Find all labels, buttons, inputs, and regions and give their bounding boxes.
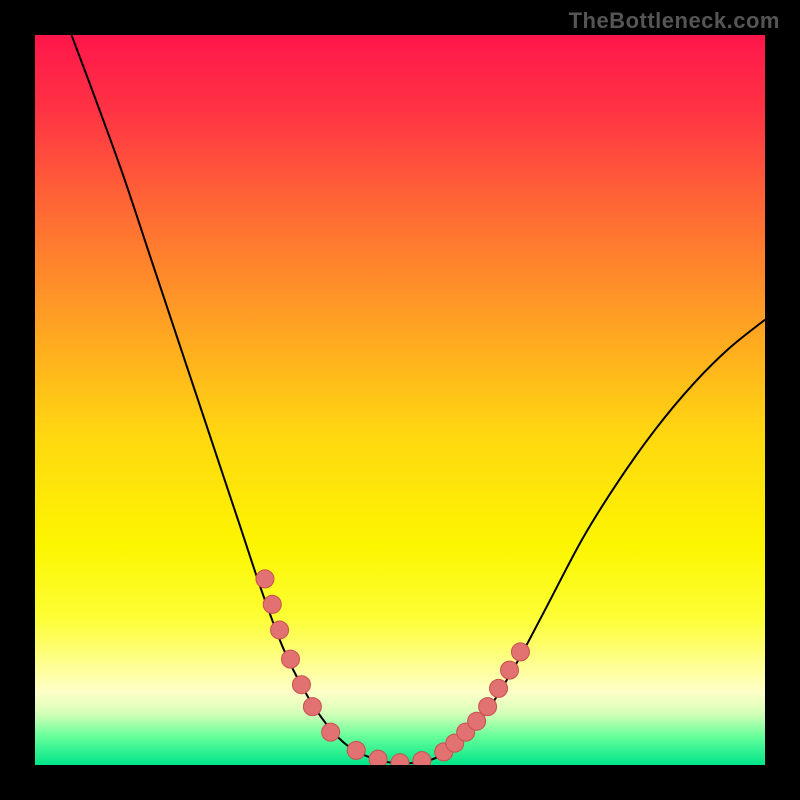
data-marker <box>271 621 289 639</box>
data-marker <box>282 650 300 668</box>
chart-plot-area <box>35 35 765 765</box>
data-marker <box>322 723 340 741</box>
chart-svg <box>35 35 765 765</box>
data-marker <box>468 712 486 730</box>
data-marker <box>263 595 281 613</box>
data-marker <box>501 661 519 679</box>
data-marker <box>413 752 431 765</box>
data-marker <box>347 741 365 759</box>
data-marker <box>479 698 497 716</box>
watermark-text: TheBottleneck.com <box>569 8 780 34</box>
data-marker <box>256 570 274 588</box>
chart-background <box>35 35 765 765</box>
data-marker <box>369 750 387 765</box>
data-marker <box>303 698 321 716</box>
data-marker <box>490 679 508 697</box>
data-marker <box>292 676 310 694</box>
data-marker <box>511 643 529 661</box>
